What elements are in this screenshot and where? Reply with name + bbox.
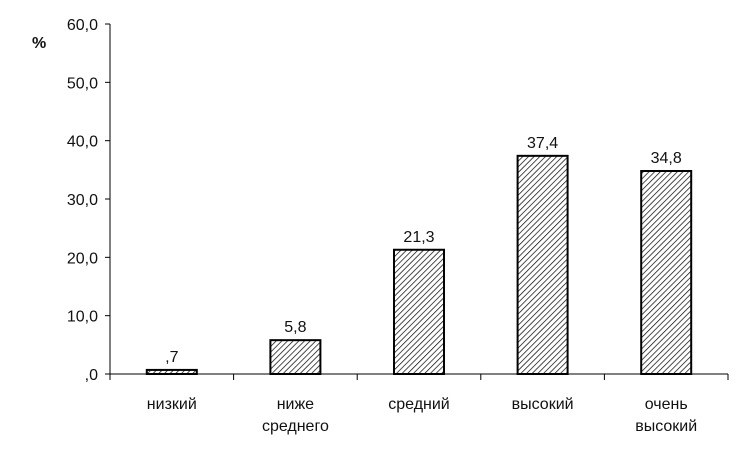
x-category-label: высокий: [512, 396, 574, 413]
y-tick-label: 40,0: [67, 134, 98, 151]
data-label: 34,8: [651, 150, 682, 167]
y-tick-label: 10,0: [67, 309, 98, 326]
y-tick-label: 50,0: [67, 75, 98, 92]
x-category-label: средний: [388, 396, 450, 413]
x-category-label: среднего: [262, 418, 329, 435]
y-tick-label: ,0: [85, 367, 98, 384]
data-label: 5,8: [284, 319, 306, 336]
bar: [516, 154, 569, 375]
data-labels: ,7 5,8 21,3 37,4 34,8: [165, 135, 682, 366]
y-axis-ticks: ,0 10,0 20,0 30,0 40,0 50,0 60,0: [67, 17, 110, 384]
y-axis-unit: %: [32, 35, 46, 52]
bar: [393, 248, 445, 375]
x-category-label: очень: [645, 396, 688, 413]
bar: [269, 339, 322, 375]
bar: [145, 368, 198, 375]
x-category-label: ниже: [277, 396, 314, 413]
data-label: ,7: [165, 349, 178, 366]
y-tick-label: 30,0: [67, 192, 98, 209]
data-label: 21,3: [403, 229, 434, 246]
category-labels: низкий ниже среднего средний высокий очень выс…: [147, 396, 697, 435]
bar: [640, 170, 693, 375]
data-label: 37,4: [527, 135, 558, 152]
x-category-label: высокий: [635, 418, 697, 435]
y-tick-label: 60,0: [67, 17, 98, 34]
y-tick-label: 20,0: [67, 250, 98, 267]
bars: [145, 154, 693, 375]
x-category-label: низкий: [147, 396, 197, 413]
